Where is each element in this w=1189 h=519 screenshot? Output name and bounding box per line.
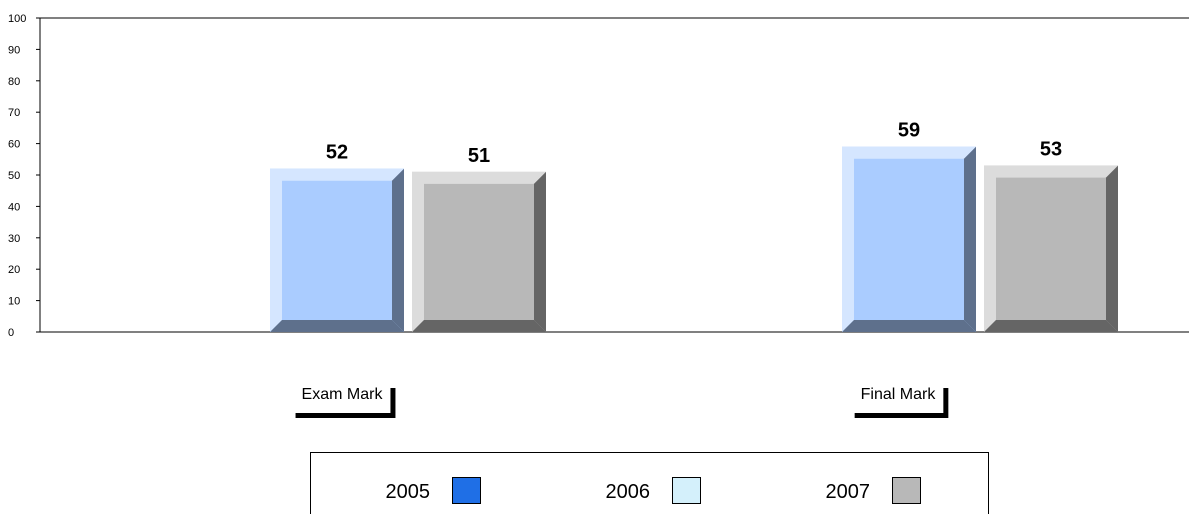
bar-value-label: 51 xyxy=(468,145,490,167)
bar xyxy=(842,146,976,332)
bar-bevel-right xyxy=(534,171,546,332)
bar-front xyxy=(412,171,546,332)
bars: 52 51 59 53 xyxy=(270,120,1118,332)
y-tick-label: 100 xyxy=(8,13,26,25)
category-label-shadow-bottom xyxy=(854,413,948,418)
bar-bevel-bottom xyxy=(842,320,976,332)
bar xyxy=(270,168,404,332)
y-tick-label: 20 xyxy=(8,264,20,276)
bar-bevel-right xyxy=(1106,165,1118,332)
category-label: Final Mark xyxy=(861,386,937,403)
category-label-shadow-right xyxy=(390,388,396,418)
legend: 2005 2006 2007 xyxy=(310,452,989,519)
y-tick-label: 50 xyxy=(8,170,20,182)
y-tick-label: 40 xyxy=(8,201,20,213)
category-label-shadow-bottom xyxy=(295,413,395,418)
legend-label: 2006 xyxy=(606,481,651,503)
legend-swatch xyxy=(892,477,921,504)
legend-box xyxy=(310,452,989,519)
bar-bevel-bottom xyxy=(412,320,546,332)
category-label: Exam Mark xyxy=(302,386,384,403)
y-tick-label: 0 xyxy=(8,327,14,339)
bar-bevel-bottom xyxy=(984,320,1118,332)
category-labels: Exam Mark Final Mark xyxy=(295,386,949,418)
bar-value-label: 53 xyxy=(1040,139,1062,161)
bar-bevel-right xyxy=(964,146,976,332)
axes: 0 10 20 30 40 50 60 70 80 90 100 xyxy=(8,13,1189,339)
bar-bevel-bottom xyxy=(270,320,404,332)
legend-label: 2007 xyxy=(826,481,871,503)
bar-front xyxy=(842,146,976,332)
bar-value-label: 59 xyxy=(898,120,920,142)
y-tick-label: 70 xyxy=(8,107,20,119)
bar-bevel-right xyxy=(392,168,404,332)
y-tick-label: 80 xyxy=(8,76,20,88)
legend-label: 2005 xyxy=(386,481,431,503)
legend-swatch xyxy=(452,477,481,504)
bar-front xyxy=(984,165,1118,332)
category-label-shadow-right xyxy=(943,388,949,418)
y-tick-label: 60 xyxy=(8,139,20,151)
y-tick-label: 10 xyxy=(8,296,20,308)
y-tick-label: 90 xyxy=(8,44,20,56)
bar-front xyxy=(270,168,404,332)
y-tick-label: 30 xyxy=(8,233,20,245)
bar xyxy=(412,171,546,332)
legend-swatch xyxy=(672,477,701,504)
bar xyxy=(984,165,1118,332)
bar-value-label: 52 xyxy=(326,142,348,164)
